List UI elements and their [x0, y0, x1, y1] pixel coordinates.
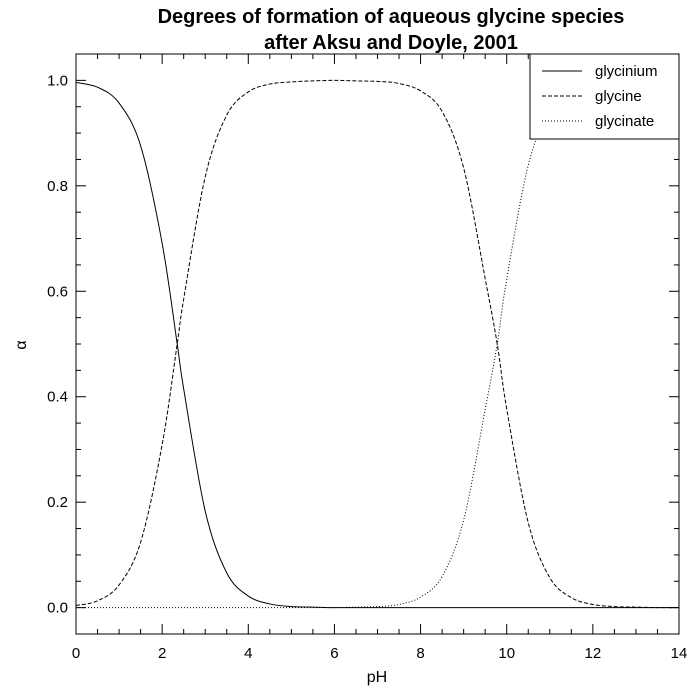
x-tick-label: 6	[330, 645, 338, 662]
legend-label-glycine: glycine	[595, 88, 642, 105]
y-tick-label: 0.8	[47, 178, 68, 195]
y-tick-label: 0.6	[47, 283, 68, 300]
x-tick-label: 0	[72, 645, 80, 662]
plot-frame	[75, 53, 680, 635]
x-tick-label: 12	[585, 645, 602, 662]
series-line-glycinium	[76, 81, 679, 609]
x-tick-label: 2	[158, 645, 166, 662]
x-tick-label: 14	[671, 645, 688, 662]
y-tick-label: 0.2	[47, 494, 68, 511]
legend-label-glycinate: glycinate	[595, 113, 654, 130]
chart-title-line-1: Degrees of formation of aqueous glycine …	[158, 6, 625, 28]
x-axis-label: pH	[367, 669, 387, 686]
x-tick-label: 4	[244, 645, 252, 662]
y-tick-label: 0.4	[47, 389, 68, 406]
x-tick-label: 8	[416, 645, 424, 662]
y-tick-label: 1.0	[47, 72, 68, 89]
legend: glycinium glycine glycinate	[529, 53, 680, 140]
x-tick-label: 10	[498, 645, 515, 662]
legend-label-glycinium: glycinium	[595, 63, 658, 80]
series-line-glycinate	[76, 79, 679, 609]
chart-title-line-2: after Aksu and Doyle, 2001	[264, 32, 518, 54]
y-axis-label: α	[13, 340, 30, 349]
series-line-glycine	[76, 79, 679, 609]
y-tick-label: 0.0	[47, 600, 68, 617]
